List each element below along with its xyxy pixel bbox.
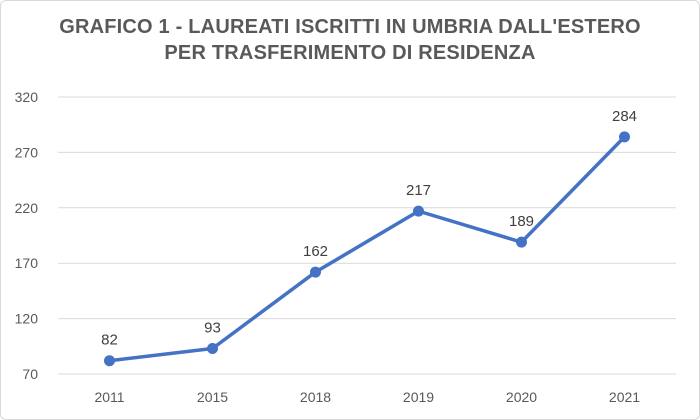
data-point-2011 (104, 355, 115, 367)
x-axis-ticks: 2011 2015 2018 2019 2020 2021 (94, 389, 640, 405)
y-tick-label-70: 70 (22, 366, 38, 382)
x-tick-label-2020: 2020 (506, 389, 537, 405)
data-label-2019: 217 (406, 182, 431, 199)
data-point-2019 (413, 205, 424, 217)
chart-title-line-1: GRAFICO 1 - LAUREATI ISCRITTI IN UMBRIA … (59, 16, 641, 38)
series-line-0 (107, 135, 627, 363)
chart-title-line-2: PER TRASFERIMENTO DI RESIDENZA (164, 42, 536, 64)
y-tick-label-270: 270 (15, 144, 39, 160)
data-label-2018: 162 (303, 243, 328, 260)
x-tick-label-2018: 2018 (300, 389, 331, 405)
gridlines (58, 96, 676, 375)
data-point-2021 (619, 131, 630, 143)
data-label-2021: 284 (612, 108, 637, 125)
data-point-2015 (207, 343, 218, 355)
data-labels: 82 93 162 217 189 284 (101, 108, 637, 349)
data-point-2018 (310, 266, 321, 278)
data-points (104, 131, 630, 367)
chart-title: GRAFICO 1 - LAUREATI ISCRITTI IN UMBRIA … (0, 14, 700, 66)
y-tick-label-170: 170 (15, 255, 39, 271)
data-label-2015: 93 (204, 320, 221, 337)
series-lines (107, 135, 627, 363)
y-axis-ticks: 70 120 170 220 270 320 (15, 89, 39, 382)
y-tick-label-320: 320 (15, 89, 39, 105)
data-label-2020: 189 (509, 213, 534, 230)
x-tick-label-2021: 2021 (609, 389, 640, 405)
x-tick-label-2015: 2015 (197, 389, 228, 405)
x-tick-label-2011: 2011 (94, 389, 124, 405)
x-tick-label-2019: 2019 (403, 389, 434, 405)
y-tick-label-120: 120 (15, 311, 39, 327)
data-point-2020 (516, 236, 527, 248)
data-label-2011: 82 (101, 332, 118, 349)
y-tick-label-220: 220 (15, 200, 39, 216)
